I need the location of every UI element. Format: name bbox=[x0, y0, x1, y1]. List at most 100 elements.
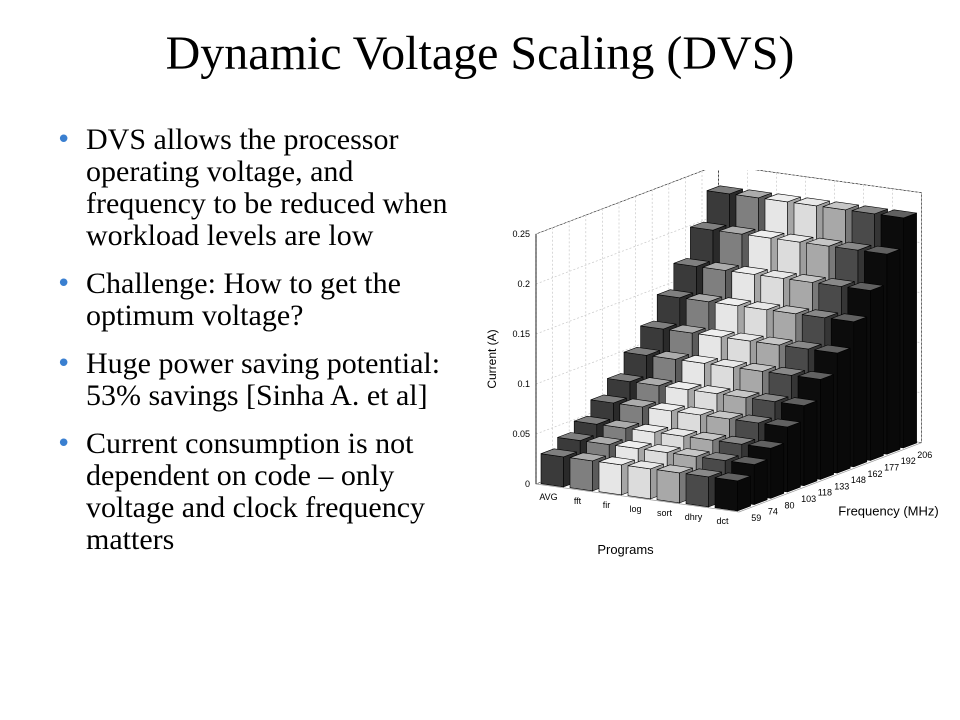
bar-top-face bbox=[706, 410, 743, 420]
bar-top-face bbox=[835, 241, 872, 251]
bar-top-face bbox=[764, 418, 801, 428]
x-axis-label: Programs bbox=[597, 542, 654, 557]
floor-edge bbox=[535, 442, 922, 513]
bar-top-face bbox=[801, 309, 839, 319]
bar-top-face bbox=[636, 377, 673, 386]
program-tick-label: dct bbox=[716, 516, 729, 526]
frequency-tick-label: 192 bbox=[901, 456, 916, 466]
z-axis-label: Current (A) bbox=[485, 329, 499, 388]
bar-top-face bbox=[673, 258, 710, 267]
bar-top-face bbox=[864, 245, 901, 255]
z-tick-label: 0.2 bbox=[517, 279, 530, 289]
bar-side-face bbox=[886, 249, 901, 455]
bar-side-face bbox=[820, 374, 834, 480]
bar-side-face bbox=[870, 285, 884, 461]
bar-top-face bbox=[690, 221, 727, 231]
bar-top-face bbox=[793, 197, 830, 207]
bar-top-face bbox=[830, 313, 868, 323]
bullet-item: • Challenge: How to get the optimum volta… bbox=[56, 268, 476, 332]
bar-top-face bbox=[607, 373, 644, 382]
frequency-tick-label: 177 bbox=[884, 462, 899, 472]
bar-top-face bbox=[723, 389, 760, 398]
program-tick-label: log bbox=[629, 504, 641, 514]
z-gridline bbox=[535, 264, 922, 335]
bar-top-face bbox=[743, 301, 781, 311]
bar-top-face bbox=[714, 472, 751, 482]
bar-side-face bbox=[770, 443, 785, 499]
bullet-icon: • bbox=[56, 125, 72, 155]
bar-top-face bbox=[652, 351, 689, 360]
z-tick-label: 0.05 bbox=[512, 429, 530, 439]
bar-top-face bbox=[665, 381, 702, 390]
chart-bars bbox=[540, 185, 917, 512]
bar-top-face bbox=[880, 209, 917, 219]
bar-top-face bbox=[590, 394, 627, 404]
bar-top-face bbox=[673, 448, 710, 457]
bar-top-face bbox=[656, 289, 694, 299]
bar-top-face bbox=[540, 448, 577, 458]
bar-top-face bbox=[623, 347, 660, 356]
bar-top-face bbox=[768, 367, 805, 376]
bullet-icon: • bbox=[56, 349, 72, 379]
bullet-text: Huge power saving potential: 53% savings… bbox=[86, 347, 441, 412]
chart-labels: 0 0.05 0.1 0.15 0.2 0.25 AVG fft fir log sort dhry d… bbox=[485, 229, 939, 557]
bar-top-face bbox=[640, 320, 677, 330]
program-tick-label: AVG bbox=[539, 492, 557, 502]
bar-top-face bbox=[735, 189, 772, 199]
z-tick-label: 0.1 bbox=[517, 379, 530, 389]
bar-top-face bbox=[747, 439, 785, 449]
bullet-text: Challenge: How to get the optimum voltag… bbox=[86, 267, 401, 332]
bar-top-face bbox=[573, 415, 611, 425]
bar-top-face bbox=[677, 406, 714, 416]
bar-front-face bbox=[656, 469, 680, 504]
bar-top-face bbox=[648, 402, 685, 412]
bar-top-face bbox=[598, 456, 635, 466]
bar-top-face bbox=[748, 229, 785, 239]
bar-top-face bbox=[752, 393, 789, 402]
bar-top-face bbox=[789, 274, 826, 283]
bar-front-face bbox=[569, 457, 593, 492]
bar-top-face bbox=[731, 456, 768, 465]
bullet-list: • DVS allows the processor operating volt… bbox=[56, 124, 476, 572]
bar-side-face bbox=[903, 212, 917, 449]
bar-top-face bbox=[727, 332, 764, 342]
bar-top-face bbox=[822, 201, 859, 211]
bar-side-face bbox=[787, 421, 801, 493]
program-tick-label: fft bbox=[574, 496, 582, 506]
bar-top-face bbox=[785, 340, 822, 350]
bar-side-face bbox=[737, 475, 751, 512]
bar bbox=[714, 472, 751, 512]
program-tick-label: sort bbox=[657, 508, 673, 518]
bar-top-face bbox=[631, 423, 669, 433]
slide-title: Dynamic Voltage Scaling (DVS) bbox=[165, 27, 795, 80]
bar-top-face bbox=[619, 398, 656, 408]
bar-top-face bbox=[847, 282, 884, 291]
bar-side-face bbox=[753, 459, 768, 505]
y-axis-label: Frequency (MHz) bbox=[838, 503, 938, 518]
z-tick-label: 0 bbox=[525, 479, 530, 489]
bar-top-face bbox=[806, 237, 843, 247]
bar-top-face bbox=[760, 270, 797, 279]
frequency-tick-label: 133 bbox=[834, 481, 849, 491]
bar-front-face bbox=[627, 465, 651, 500]
bar-front-face bbox=[685, 473, 709, 508]
bar-top-face bbox=[586, 436, 623, 445]
current-3d-bar-chart: 0 0.05 0.1 0.15 0.2 0.25 AVG fft fir log sort dhry d… bbox=[485, 170, 939, 557]
bar-top-face bbox=[777, 233, 814, 243]
bar-top-face bbox=[702, 452, 739, 461]
frequency-tick-label: 74 bbox=[768, 507, 778, 517]
frequency-tick-label: 206 bbox=[917, 450, 932, 460]
bar-top-face bbox=[710, 359, 747, 368]
frequency-tick-label: 148 bbox=[851, 475, 866, 485]
bar-top-face bbox=[627, 460, 664, 470]
program-tick-label: fir bbox=[603, 500, 611, 510]
bar-top-face bbox=[689, 431, 727, 441]
bar-top-face bbox=[731, 266, 768, 275]
bar-top-face bbox=[706, 185, 743, 195]
bar-top-face bbox=[685, 468, 722, 478]
frequency-tick-label: 103 bbox=[801, 494, 816, 504]
bar-top-face bbox=[814, 344, 851, 354]
program-tick-label: dhry bbox=[685, 512, 703, 522]
frequency-tick-label: 80 bbox=[785, 500, 795, 510]
bullet-icon: • bbox=[56, 269, 72, 299]
